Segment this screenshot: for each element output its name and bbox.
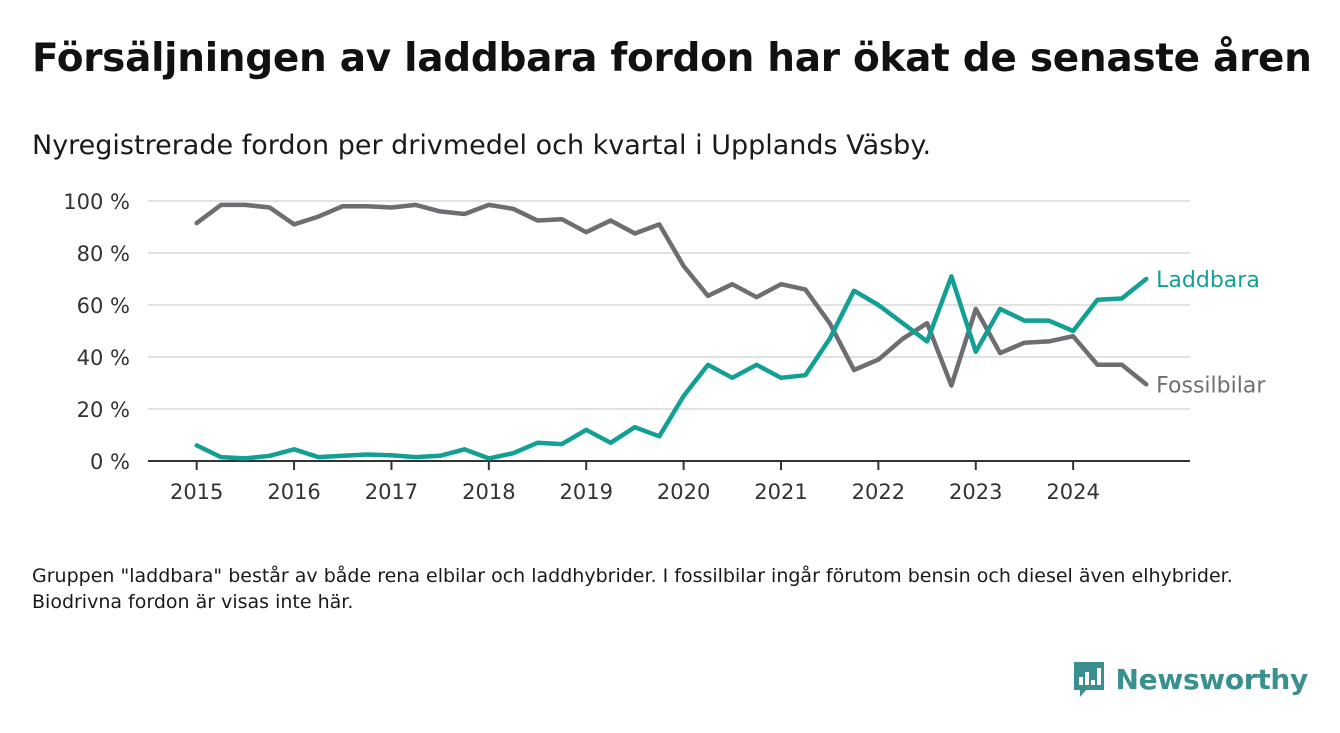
grid-lines — [148, 200, 1190, 410]
y-axis-ticks: 0 % 20 % 40 % 60 % 80 % 100 % — [63, 190, 130, 474]
x-tick-label: 2020 — [657, 480, 710, 504]
footnote: Gruppen "laddbara" består av både rena e… — [32, 565, 1233, 613]
y-tick-label: 0 % — [90, 450, 130, 474]
series-labels: Fossilbilar Laddbara — [1156, 268, 1266, 398]
x-tick-label: 2021 — [754, 480, 807, 504]
newsworthy-logo-icon — [1073, 662, 1104, 697]
series-line-laddbara — [194, 274, 1149, 461]
x-tick-label: 2015 — [170, 480, 223, 504]
x-tick-label: 2017 — [365, 480, 418, 504]
y-tick-label: 100 % — [63, 190, 130, 214]
series-line-fossilbilar — [194, 202, 1149, 388]
x-tick-label: 2024 — [1046, 480, 1099, 504]
series-lines — [194, 202, 1149, 461]
chart-title: Försäljningen av laddbara fordon har öka… — [32, 36, 1312, 81]
line-chart: 0 %20 %40 %60 %80 %100 % 2015 2016 2017 201… — [63, 190, 1266, 504]
brand-name: Newsworthy — [1115, 662, 1309, 696]
x-tick-label: 2019 — [559, 480, 612, 504]
x-tick-label: 2022 — [852, 480, 905, 504]
y-tick-label: 40 % — [77, 346, 130, 370]
brand[interactable]: Newsworthy — [1072, 660, 1308, 698]
x-tick-label: 2016 — [267, 480, 320, 504]
y-tick-label: 80 % — [77, 242, 130, 266]
y-tick-label: 20 % — [77, 398, 130, 422]
series-label-fossilbilar: Fossilbilar — [1156, 373, 1266, 398]
series-label-laddbara: Laddbara — [1156, 268, 1260, 293]
x-axis: 2015 2016 2017 2018 2019 2020 2021 2022 2023 2024 — [148, 460, 1190, 504]
chart-subtitle: Nyregistrerade fordon per drivmedel och … — [32, 130, 932, 161]
x-tick-label: 2018 — [462, 480, 515, 504]
y-tick-label: 60 % — [77, 294, 130, 318]
x-tick-label: 2023 — [949, 480, 1002, 504]
